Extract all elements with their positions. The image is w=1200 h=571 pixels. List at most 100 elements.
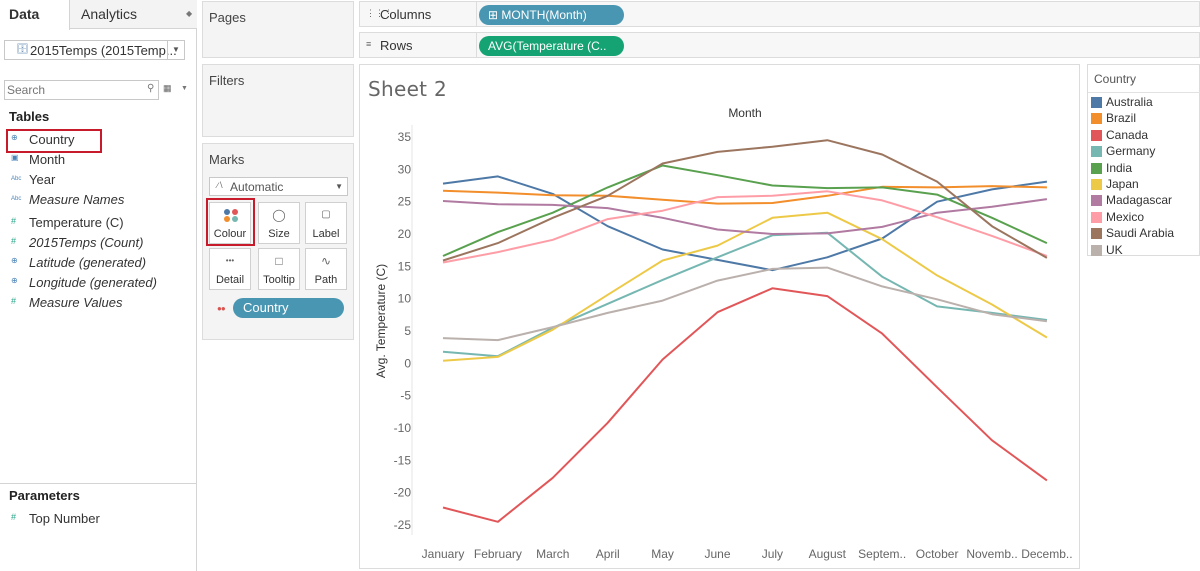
size-button[interactable]: ◯ Size — [258, 202, 300, 244]
legend-swatch — [1091, 195, 1102, 207]
x-tick-label: Novemb.. — [966, 547, 1017, 561]
tab-analytics[interactable]: Analytics — [81, 6, 138, 22]
chevron-down-icon[interactable]: ▼ — [335, 182, 343, 191]
field-item[interactable]: ⊕ Longitude (generated) — [0, 273, 196, 293]
detail-button[interactable]: ••• Detail — [209, 248, 251, 290]
search-icon[interactable]: ⚲ — [147, 83, 155, 94]
search-field[interactable]: ⚲ — [4, 80, 159, 100]
measure-icon: # — [11, 216, 17, 226]
parameter-item[interactable]: # Top Number — [0, 509, 196, 529]
legend-item[interactable]: Germany — [1091, 144, 1199, 160]
view-toggle-icon[interactable]: ▦ — [163, 83, 172, 93]
legend-item[interactable]: India — [1091, 161, 1199, 177]
datasource-selector[interactable]: 🗄 2015Temps (2015Temp... ▼ — [4, 40, 185, 60]
month-column-pill[interactable]: ⊞ MONTH(Month) — [479, 5, 624, 25]
y-tick-label: -20 — [394, 486, 412, 500]
field-item[interactable]: ⊕ Latitude (generated) — [0, 253, 196, 273]
legend-item[interactable]: Brazil — [1091, 111, 1199, 127]
measure-icon: # — [11, 296, 17, 306]
legend-swatch — [1091, 146, 1102, 158]
field-item[interactable]: # Measure Values — [0, 293, 196, 313]
colour-legend: Country Australia Brazil Canada Germany Indi… — [1087, 64, 1200, 259]
series-line-australia — [442, 175, 1048, 272]
legend-item[interactable]: Madagascar — [1091, 193, 1199, 209]
legend-swatch — [1091, 228, 1102, 240]
path-button[interactable]: ∿ Path — [305, 248, 347, 290]
columns-shelf[interactable]: ⋮⋮⋮ Columns ⊞ MONTH(Month) — [359, 1, 1200, 27]
legend-label: Japan — [1106, 177, 1139, 191]
y-tick-label: 0 — [404, 356, 411, 370]
x-tick-label: June — [704, 547, 730, 561]
y-tick-label: -25 — [394, 518, 412, 532]
x-tick-label: March — [536, 547, 569, 561]
mark-type-select[interactable]: ∕∖ Automatic ▼ — [209, 177, 348, 196]
field-item[interactable]: #2015Temps (Count) — [0, 233, 196, 253]
shelf-divider — [476, 2, 477, 26]
filters-title: Filters — [209, 73, 245, 88]
x-tick-label: January — [422, 547, 465, 561]
detail-label: Detail — [215, 274, 245, 286]
legend-swatch — [1091, 179, 1102, 190]
columns-label: Columns — [380, 7, 432, 22]
x-tick-label: October — [916, 547, 959, 561]
detail-icon: ••• — [225, 256, 235, 265]
colour-label: Colour — [213, 228, 247, 240]
string-type-icon: Abc — [11, 196, 22, 202]
parameter-icon: # — [11, 512, 17, 522]
string-type-icon: Abc — [11, 176, 22, 182]
y-axis-label: Avg. Temperature (C) — [374, 264, 388, 378]
field-label: Measure Names — [29, 192, 125, 207]
chevron-down-icon[interactable]: ▼ — [167, 41, 184, 59]
y-tick-label: 10 — [398, 292, 412, 306]
pane-tabs: Data Analytics ◆ — [0, 0, 197, 30]
parameters-heading: Parameters — [9, 488, 80, 503]
datasource-icon: 🗄 — [16, 44, 29, 55]
field-item[interactable]: # Temperature (C) — [0, 213, 196, 233]
country-field-highlight — [6, 129, 102, 153]
legend-swatch — [1091, 162, 1102, 174]
filters-shelf[interactable]: Filters — [202, 64, 354, 137]
colour-button[interactable]: Colour — [209, 202, 251, 244]
label-button[interactable]: ▢ Label — [305, 202, 347, 244]
legend-label: Mexico — [1106, 209, 1145, 224]
legend-item[interactable]: Saudi Arabia — [1091, 226, 1199, 242]
month-column-pill-label: MONTH(Month) — [501, 8, 587, 22]
temperature-row-pill[interactable]: AVG(Temperature (C.. — [479, 36, 624, 56]
worksheet-view[interactable]: Sheet 2 Month Avg. Temperature (C) 35 30 25 2… — [359, 64, 1080, 569]
calendar-icon: ▣ — [11, 153, 19, 162]
field-item[interactable]: ⊕ Country — [0, 130, 196, 150]
legend-item[interactable]: Mexico — [1091, 210, 1199, 226]
view-caret-icon[interactable]: ▼ — [181, 85, 188, 92]
field-item[interactable]: Abc Year — [0, 170, 196, 190]
pages-title: Pages — [209, 10, 246, 25]
field-label: Month — [29, 152, 66, 167]
rows-shelf[interactable]: ≡ Rows AVG(Temperature (C.. — [359, 32, 1200, 58]
legend-item[interactable]: Australia — [1091, 95, 1199, 111]
tab-data[interactable]: Data — [0, 0, 70, 30]
field-label: Temperature (C) — [29, 215, 124, 230]
parameter-label: Top Number — [29, 511, 100, 526]
y-tick-label: -10 — [394, 421, 412, 435]
colour-button-highlight — [206, 198, 255, 246]
tooltip-button[interactable]: □ Tooltip — [258, 248, 300, 290]
x-tick-label: August — [809, 547, 847, 561]
globe-icon: ⊕ — [11, 133, 18, 142]
y-tick-label: 15 — [398, 259, 412, 273]
y-tick-label: 25 — [398, 195, 412, 209]
pane-collapse-icon[interactable]: ◆ — [186, 9, 193, 18]
globe-icon: ⊕ — [11, 276, 18, 285]
line-chart[interactable]: Month Avg. Temperature (C) 35 30 25 20 15 10 5 0 -… — [360, 65, 1081, 570]
x-tick-label: February — [474, 547, 522, 561]
series-line-canada — [442, 287, 1048, 523]
legend-item[interactable]: UK — [1091, 243, 1199, 259]
country-colour-pill[interactable]: Country — [233, 298, 344, 318]
field-item[interactable]: Abc Measure Names — [0, 190, 196, 210]
pages-shelf[interactable]: Pages — [202, 1, 354, 58]
legend-label: Australia — [1106, 95, 1153, 109]
legend-item[interactable]: Canada — [1091, 128, 1199, 144]
legend-label: India — [1106, 160, 1133, 175]
search-input[interactable] — [5, 81, 145, 99]
field-item[interactable]: ▣ Month — [0, 150, 196, 170]
x-tick-label: Septem.. — [858, 547, 906, 561]
legend-item[interactable]: Japan — [1091, 177, 1199, 193]
